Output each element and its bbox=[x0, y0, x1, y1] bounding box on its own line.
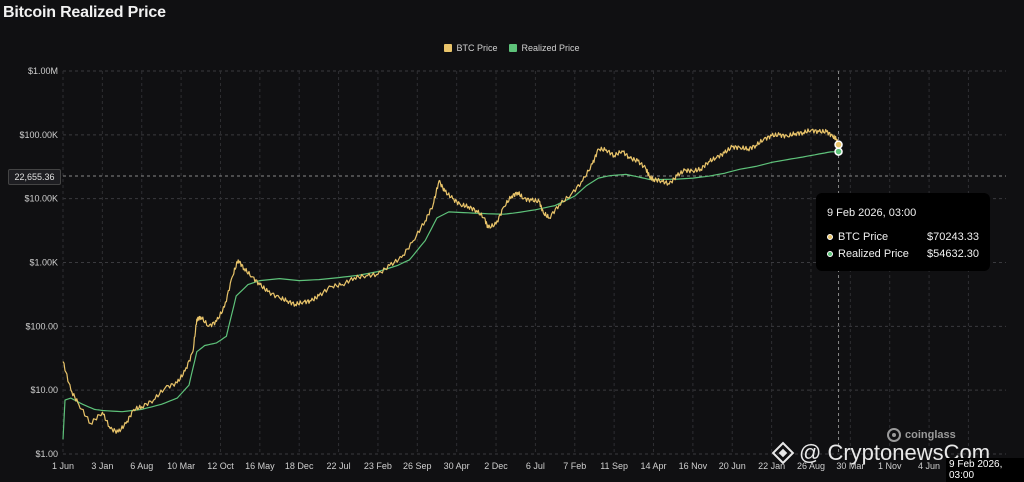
x-tick-label: 1 Nov bbox=[878, 461, 902, 471]
legend-swatch-btc-price bbox=[444, 44, 453, 52]
series-markers bbox=[834, 140, 843, 156]
x-tick-label: 7 Feb bbox=[563, 461, 586, 471]
legend-label-realized-price: Realized Price bbox=[521, 43, 580, 53]
legend-item-btc-price[interactable]: BTC Price bbox=[444, 43, 497, 53]
x-tick-label: 6 Jul bbox=[526, 461, 545, 471]
y-tick-label: $100.00K bbox=[19, 130, 58, 140]
marker-btc-price bbox=[834, 140, 843, 149]
tooltip-dot-realized-price bbox=[827, 251, 833, 257]
y-tick-label: $10.00 bbox=[30, 385, 58, 395]
x-tick-label: 26 Aug bbox=[797, 461, 825, 471]
coinglass-label: coinglass bbox=[905, 429, 956, 441]
y-tick-label: $1.00M bbox=[28, 66, 58, 76]
tooltip-row-realized-price: Realized Price $54632.30 bbox=[827, 248, 979, 260]
legend-item-realized-price[interactable]: Realized Price bbox=[509, 43, 580, 53]
tooltip-date: 9 Feb 2026, 03:00 bbox=[827, 207, 917, 219]
x-tick-label: 14 Apr bbox=[640, 461, 666, 471]
y-axis-tick-labels: $1.00 $10.00 $100.00 $1.00K $10.00K $100.00K $… bbox=[19, 66, 58, 459]
tooltip-label-btc-price: BTC Price bbox=[838, 231, 889, 243]
x-tick-label: 12 Oct bbox=[207, 461, 234, 471]
coinglass-logo-icon bbox=[887, 428, 901, 442]
chart-title: Bitcoin Realized Price bbox=[3, 4, 166, 21]
series-lines bbox=[62, 128, 840, 440]
x-tick-label: 22 Jan bbox=[758, 461, 785, 471]
x-tick-label: 22 Jul bbox=[327, 461, 351, 471]
tooltip-dot-btc-price bbox=[827, 234, 833, 240]
x-tick-label: 4 Jun bbox=[918, 461, 940, 471]
x-tick-label: 20 Jun bbox=[719, 461, 746, 471]
y-tick-label: $100.00 bbox=[25, 321, 58, 331]
tooltip-value-btc-price: $70243.33 bbox=[927, 231, 979, 243]
legend-swatch-realized-price bbox=[509, 44, 518, 52]
y-tick-label: $1.00K bbox=[29, 258, 58, 268]
x-tick-label: 3 Jan bbox=[91, 461, 113, 471]
crosshair-x-label: 9 Feb 2026, 03:00 bbox=[946, 458, 1024, 482]
x-tick-label: 2 Dec bbox=[484, 461, 508, 471]
coinglass-watermark: coinglass bbox=[887, 428, 956, 442]
x-tick-label: 30 Apr bbox=[444, 461, 470, 471]
chart-legend: BTC Price Realized Price bbox=[0, 43, 1024, 53]
tooltip: 9 Feb 2026, 03:00 BTC Price $70243.33 Re… bbox=[816, 193, 990, 271]
x-tick-label: 26 Sep bbox=[403, 461, 432, 471]
x-tick-label: 6 Aug bbox=[130, 461, 153, 471]
x-tick-label: 16 Nov bbox=[679, 461, 708, 471]
series-line-realized-price[interactable] bbox=[62, 151, 839, 440]
marker-realized-price bbox=[834, 147, 843, 156]
x-tick-label: 16 May bbox=[245, 461, 275, 471]
crosshair-y-label: 22,655.36 bbox=[8, 169, 61, 185]
x-tick-label: 11 Sep bbox=[600, 461, 628, 471]
x-tick-label: 30 Mar bbox=[836, 461, 864, 471]
x-tick-label: 1 Jun bbox=[52, 461, 74, 471]
cryptonews-logo-icon bbox=[771, 441, 795, 465]
series-line-btc-price[interactable] bbox=[62, 128, 840, 434]
grid-lines bbox=[62, 70, 1006, 455]
y-tick-label: $10.00K bbox=[24, 194, 58, 204]
x-tick-label: 23 Feb bbox=[364, 461, 392, 471]
tooltip-row-btc-price: BTC Price $70243.33 bbox=[827, 231, 979, 243]
x-tick-label: 10 Mar bbox=[167, 461, 195, 471]
legend-label-btc-price: BTC Price bbox=[456, 43, 498, 53]
x-tick-label: 18 Dec bbox=[285, 461, 314, 471]
tooltip-value-realized-price: $54632.30 bbox=[927, 248, 979, 260]
y-tick-label: $1.00 bbox=[35, 449, 58, 459]
tooltip-label-realized-price: Realized Price bbox=[838, 248, 909, 260]
x-axis-tick-labels: 1 Jun 3 Jan 6 Aug 10 Mar 12 Oct 16 May 18 Dec 2… bbox=[52, 461, 979, 471]
crosshair bbox=[63, 71, 1006, 454]
